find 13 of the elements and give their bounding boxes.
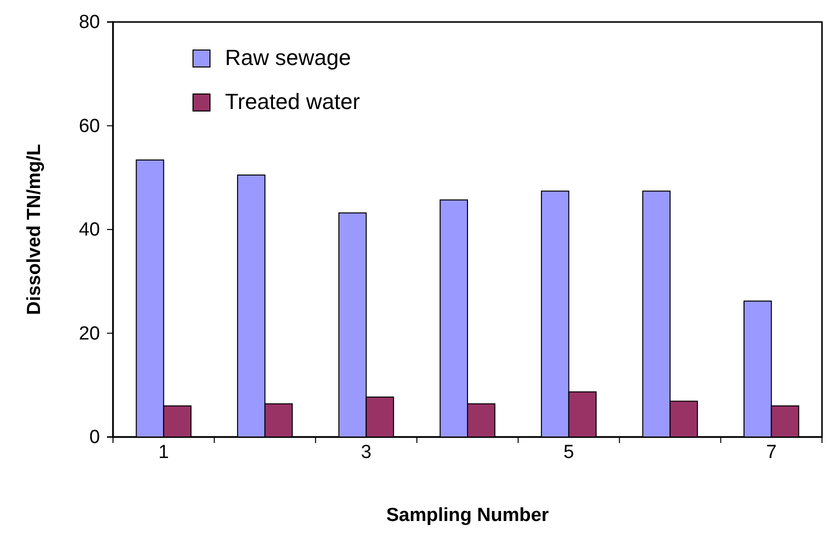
x-tick-label: 5	[563, 442, 574, 463]
y-axis-title: Dissolved TN/mg/L	[24, 144, 45, 316]
x-axis-title: Sampling Number	[386, 505, 550, 526]
legend-label: Raw sewage	[225, 45, 351, 70]
x-tick-label: 1	[158, 442, 169, 463]
y-tick-label: 0	[89, 427, 100, 448]
y-tick-label: 20	[78, 323, 100, 344]
y-tick-label: 60	[78, 116, 100, 137]
legend-label: Treated water	[225, 89, 360, 114]
y-tick-label: 80	[78, 12, 100, 34]
x-tick-label: 3	[360, 442, 372, 463]
x-tick-label: 7	[766, 442, 777, 463]
y-tick-label: 40	[78, 220, 100, 241]
